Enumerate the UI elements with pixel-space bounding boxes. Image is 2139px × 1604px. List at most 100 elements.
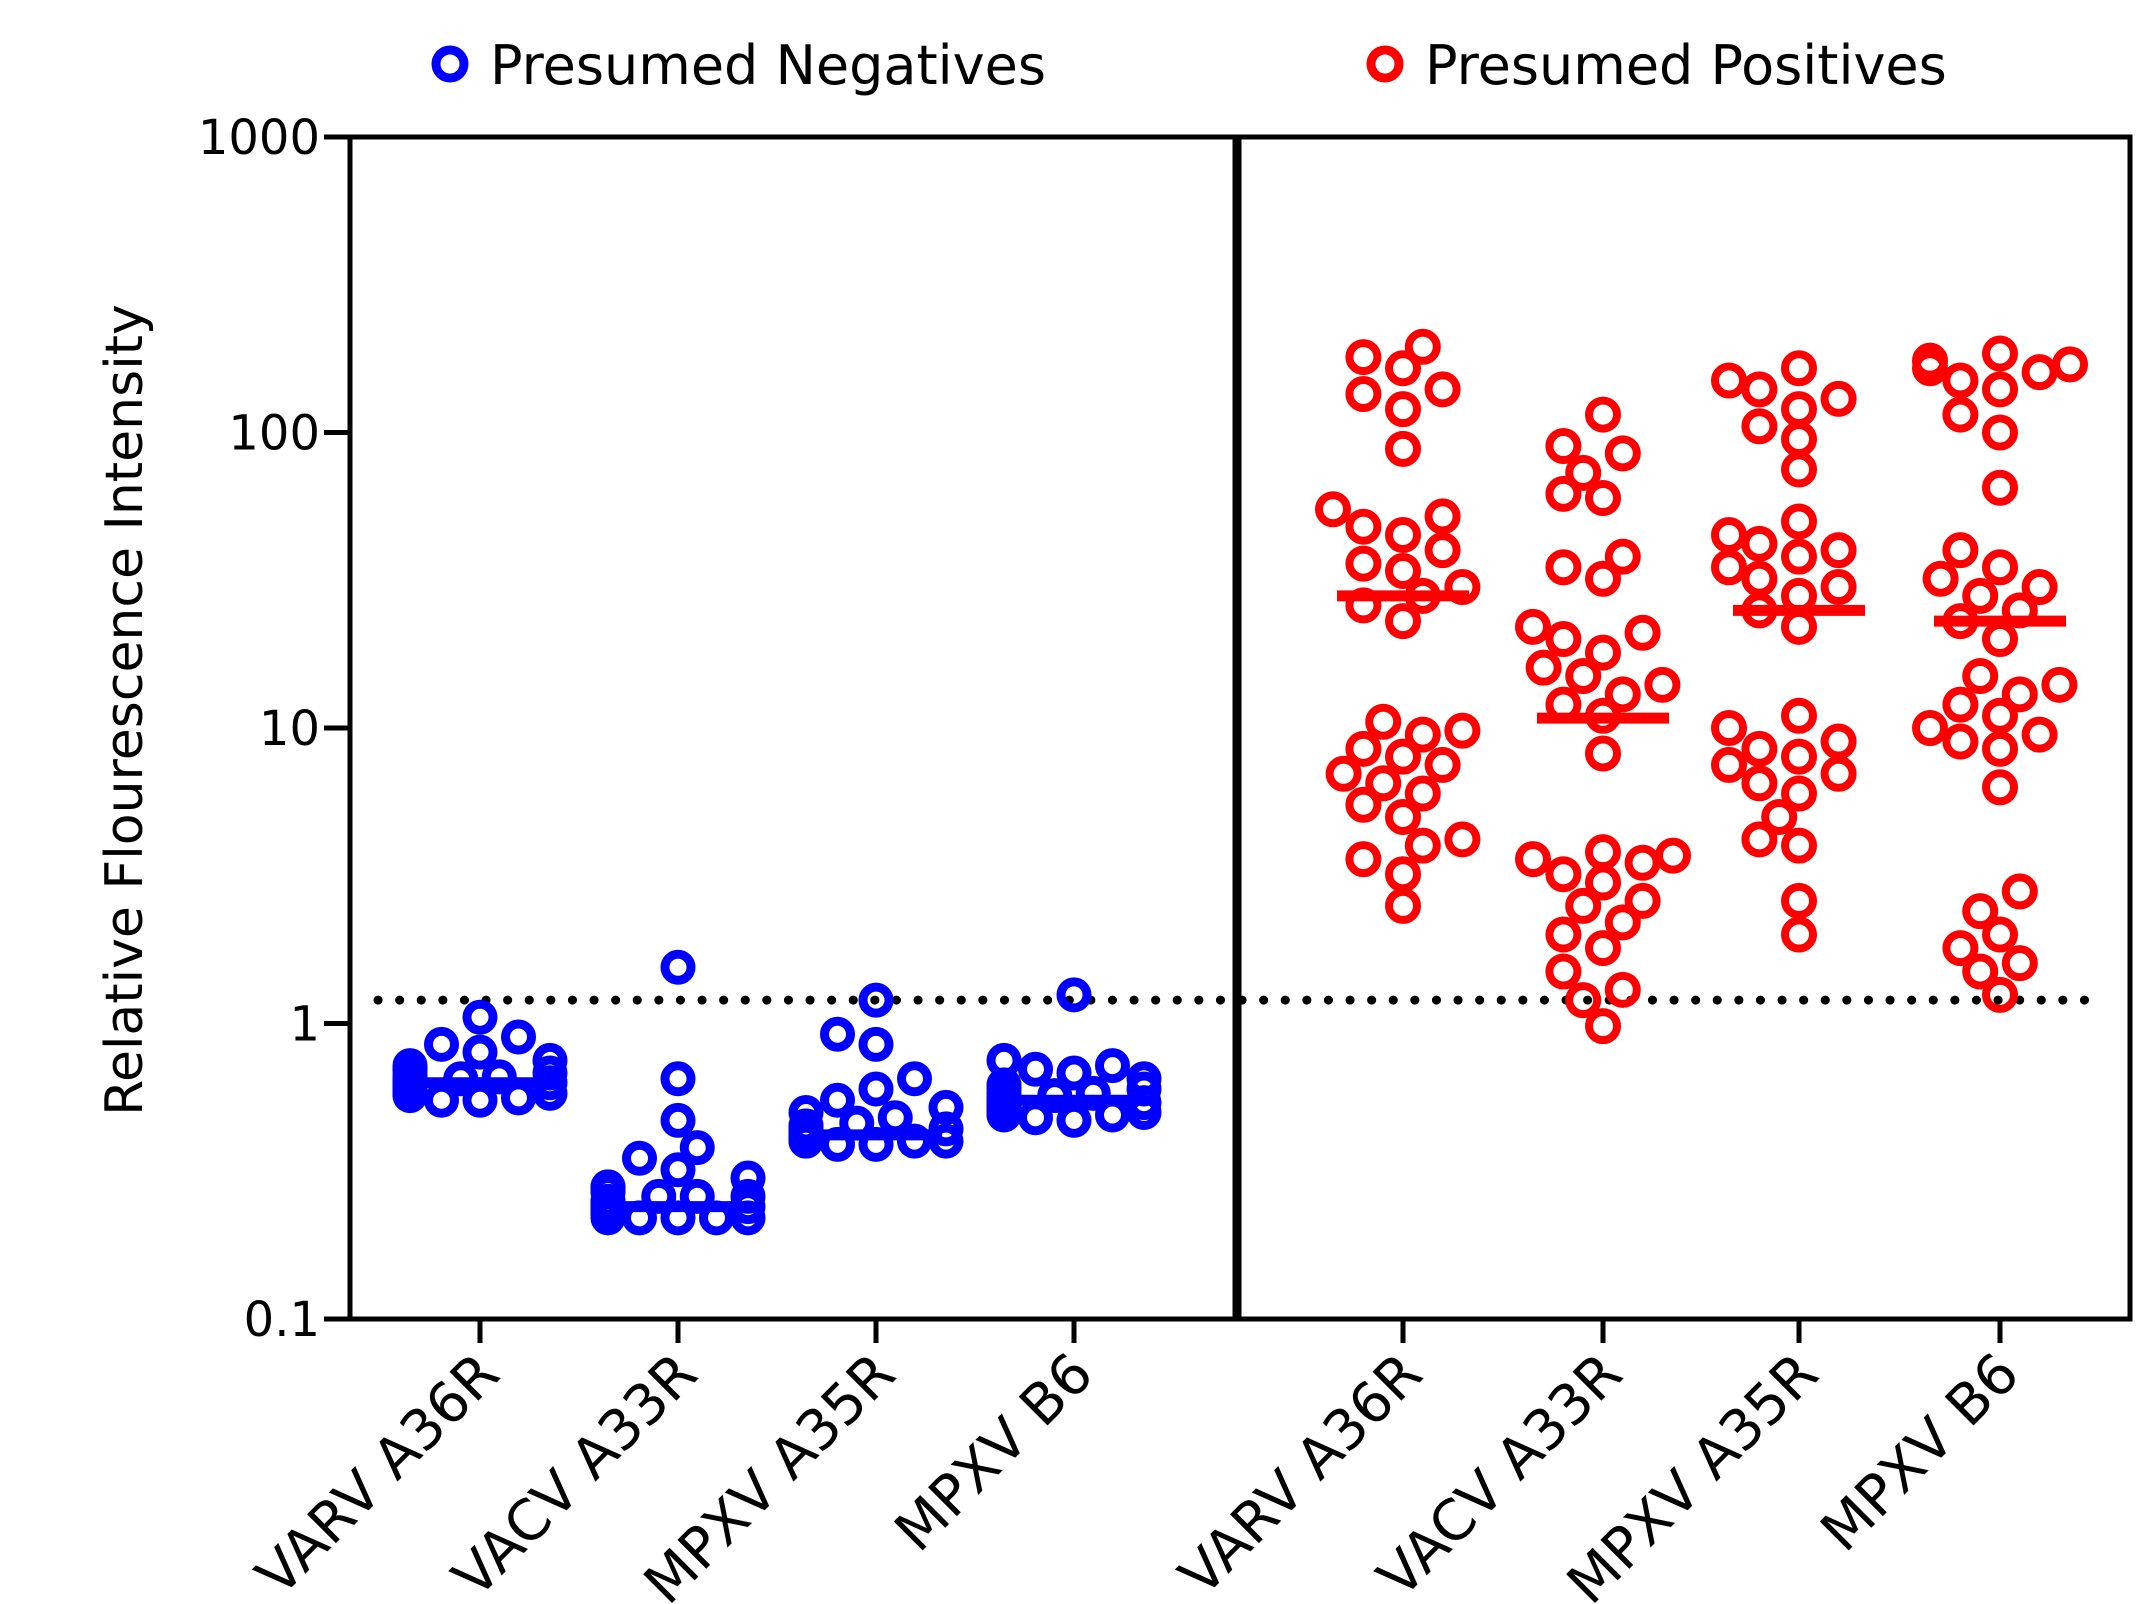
data-point — [1549, 921, 1577, 949]
data-point — [1715, 521, 1743, 549]
data-point — [1389, 521, 1417, 549]
x-axis-ticks: VARV A36RVACV A33RMPXV A35RMPXV B6 VARV A… — [244, 1319, 2032, 1604]
data-point — [1825, 573, 1853, 601]
data-point — [1589, 1012, 1617, 1040]
legend-label-positives: Presumed Positives — [1425, 34, 1947, 97]
data-point — [1589, 869, 1617, 897]
data-point — [2006, 680, 2034, 708]
data-point — [1648, 671, 1676, 699]
data-point — [1349, 380, 1377, 408]
data-point — [1389, 860, 1417, 888]
legend-marker-positives — [1371, 50, 1399, 78]
data-point — [1785, 780, 1813, 808]
data-point — [1349, 550, 1377, 578]
data-point — [1966, 582, 1994, 610]
data-point — [665, 954, 691, 980]
data-point — [1349, 845, 1377, 873]
data-point — [1589, 934, 1617, 962]
data-point — [1946, 728, 1974, 756]
data-point — [1825, 728, 1853, 756]
data-point — [1745, 375, 1773, 403]
x-tick-label: MPXV B6 — [883, 1341, 1106, 1564]
y-tick-label: 10 — [259, 701, 320, 757]
x-tick-label: MPXV B6 — [1809, 1341, 2032, 1564]
data-point — [1319, 495, 1347, 523]
data-point — [1629, 887, 1657, 915]
legend-marker-negatives — [436, 50, 464, 78]
data-point — [1785, 702, 1813, 730]
plot-frame — [350, 137, 2130, 1319]
data-point — [825, 1087, 851, 1113]
data-point — [1946, 366, 1974, 394]
data-point — [1448, 717, 1476, 745]
data-point — [1785, 887, 1813, 915]
data-point — [991, 1047, 1017, 1073]
data-point — [1629, 619, 1657, 647]
data-point — [429, 1031, 455, 1057]
data-point — [1785, 613, 1813, 641]
data-point — [1519, 845, 1547, 873]
data-point — [665, 1107, 691, 1133]
data-point — [1785, 921, 1813, 949]
data-point — [1589, 484, 1617, 512]
data-point — [1589, 401, 1617, 429]
data-point — [1061, 982, 1087, 1008]
data-point — [1946, 401, 1974, 429]
data-point — [665, 1066, 691, 1092]
data-point — [2026, 721, 2054, 749]
data-point — [863, 1031, 889, 1057]
data-point — [1349, 735, 1377, 763]
data-point — [1629, 849, 1657, 877]
data-point — [467, 1039, 493, 1065]
data-point — [1715, 366, 1743, 394]
data-point — [1785, 743, 1813, 771]
data-point — [2006, 949, 2034, 977]
data-point — [1986, 625, 2014, 653]
legend-label-negatives: Presumed Negatives — [490, 34, 1046, 97]
data-point — [933, 1094, 959, 1120]
data-point — [1349, 343, 1377, 371]
data-point — [1745, 530, 1773, 558]
data-point — [1927, 565, 1955, 593]
data-point — [1785, 395, 1813, 423]
data-point — [1986, 375, 2014, 403]
data-point — [1389, 607, 1417, 635]
data-point — [2006, 877, 2034, 905]
data-point — [1100, 1053, 1126, 1079]
data-point — [1715, 553, 1743, 581]
data-point — [1349, 513, 1377, 541]
data-point — [1785, 507, 1813, 535]
data-point — [1369, 708, 1397, 736]
data-point — [1369, 769, 1397, 797]
data-point — [1966, 662, 1994, 690]
data-point — [1429, 536, 1457, 564]
data-point — [863, 1076, 889, 1102]
data-point — [1946, 536, 1974, 564]
data-point — [1429, 751, 1457, 779]
data-point — [684, 1135, 710, 1161]
data-point — [1659, 842, 1687, 870]
data-point — [1745, 769, 1773, 797]
data-point — [1409, 832, 1437, 860]
data-point — [1609, 439, 1637, 467]
data-point — [1785, 455, 1813, 483]
data-point — [1785, 543, 1813, 571]
data-point — [1429, 375, 1457, 403]
data-point — [1715, 751, 1743, 779]
data-point — [1986, 474, 2014, 502]
data-point — [1389, 435, 1417, 463]
y-tick-label: 1 — [289, 997, 320, 1053]
data-point — [1986, 340, 2014, 368]
data-point — [1061, 1060, 1087, 1086]
data-point — [1569, 459, 1597, 487]
data-point — [1448, 825, 1476, 853]
data-point — [1519, 613, 1547, 641]
data-point — [1530, 654, 1558, 682]
data-point — [1409, 721, 1437, 749]
data-point — [735, 1165, 761, 1191]
data-point — [1745, 735, 1773, 763]
data-point — [1745, 565, 1773, 593]
data-point — [1409, 780, 1437, 808]
data-point — [1986, 773, 2014, 801]
